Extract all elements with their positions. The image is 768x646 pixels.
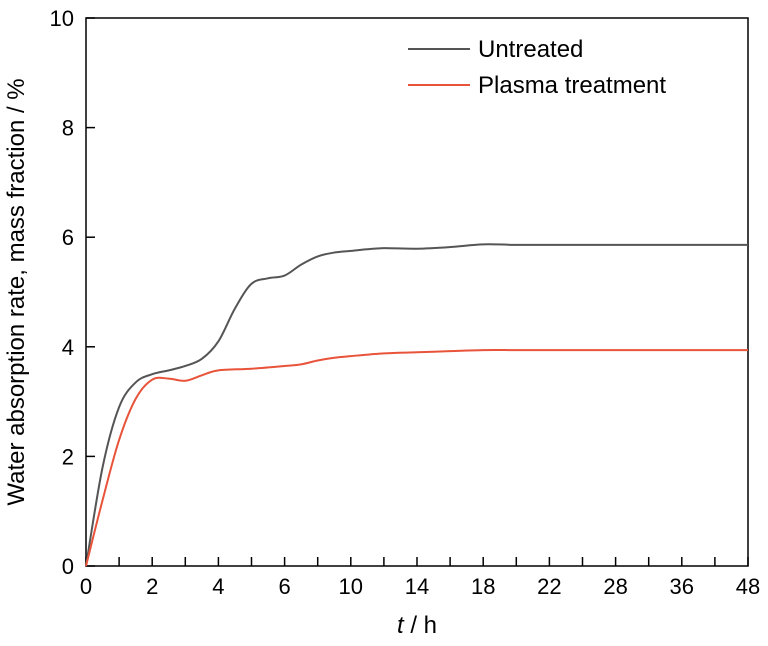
legend-label: Untreated: [478, 36, 583, 63]
x-tick-label: 0: [80, 574, 92, 599]
x-tick-label: 48: [736, 574, 760, 599]
x-tick-label: 2: [146, 574, 158, 599]
x-tick-label: 22: [537, 574, 561, 599]
x-tick-label: 28: [603, 574, 627, 599]
y-tick-label: 2: [62, 444, 74, 469]
x-tick-label: 6: [278, 574, 290, 599]
legend-label: Plasma treatment: [478, 72, 666, 99]
y-tick-label: 8: [62, 116, 74, 141]
y-tick-label: 6: [62, 225, 74, 250]
x-tick-label: 4: [212, 574, 224, 599]
axes: 0 2 4 6 10 14 18 22 28 36 48 0 2 4 6 8 10: [50, 6, 761, 599]
x-axis-variable: t: [397, 612, 405, 639]
y-axis-title: Water absorption rate, mass fraction / %: [3, 78, 30, 505]
series-line-untreated: [85, 243, 748, 567]
x-tick-label: 18: [471, 574, 495, 599]
x-tick-label: 36: [670, 574, 694, 599]
plot-frame: [85, 17, 749, 567]
x-tick-label: 10: [339, 574, 363, 599]
x-axis-unit: / h: [404, 612, 437, 639]
y-tick-label: 10: [50, 6, 74, 31]
y-tick-label: 4: [62, 335, 74, 360]
legend: Untreated Plasma treatment: [408, 36, 666, 99]
series-layer: [85, 243, 748, 567]
y-tick-label: 0: [62, 554, 74, 579]
x-tick-label: 14: [405, 574, 429, 599]
x-axis-title: t / h: [397, 612, 437, 639]
series-line-plasma-treatment: [85, 349, 748, 567]
